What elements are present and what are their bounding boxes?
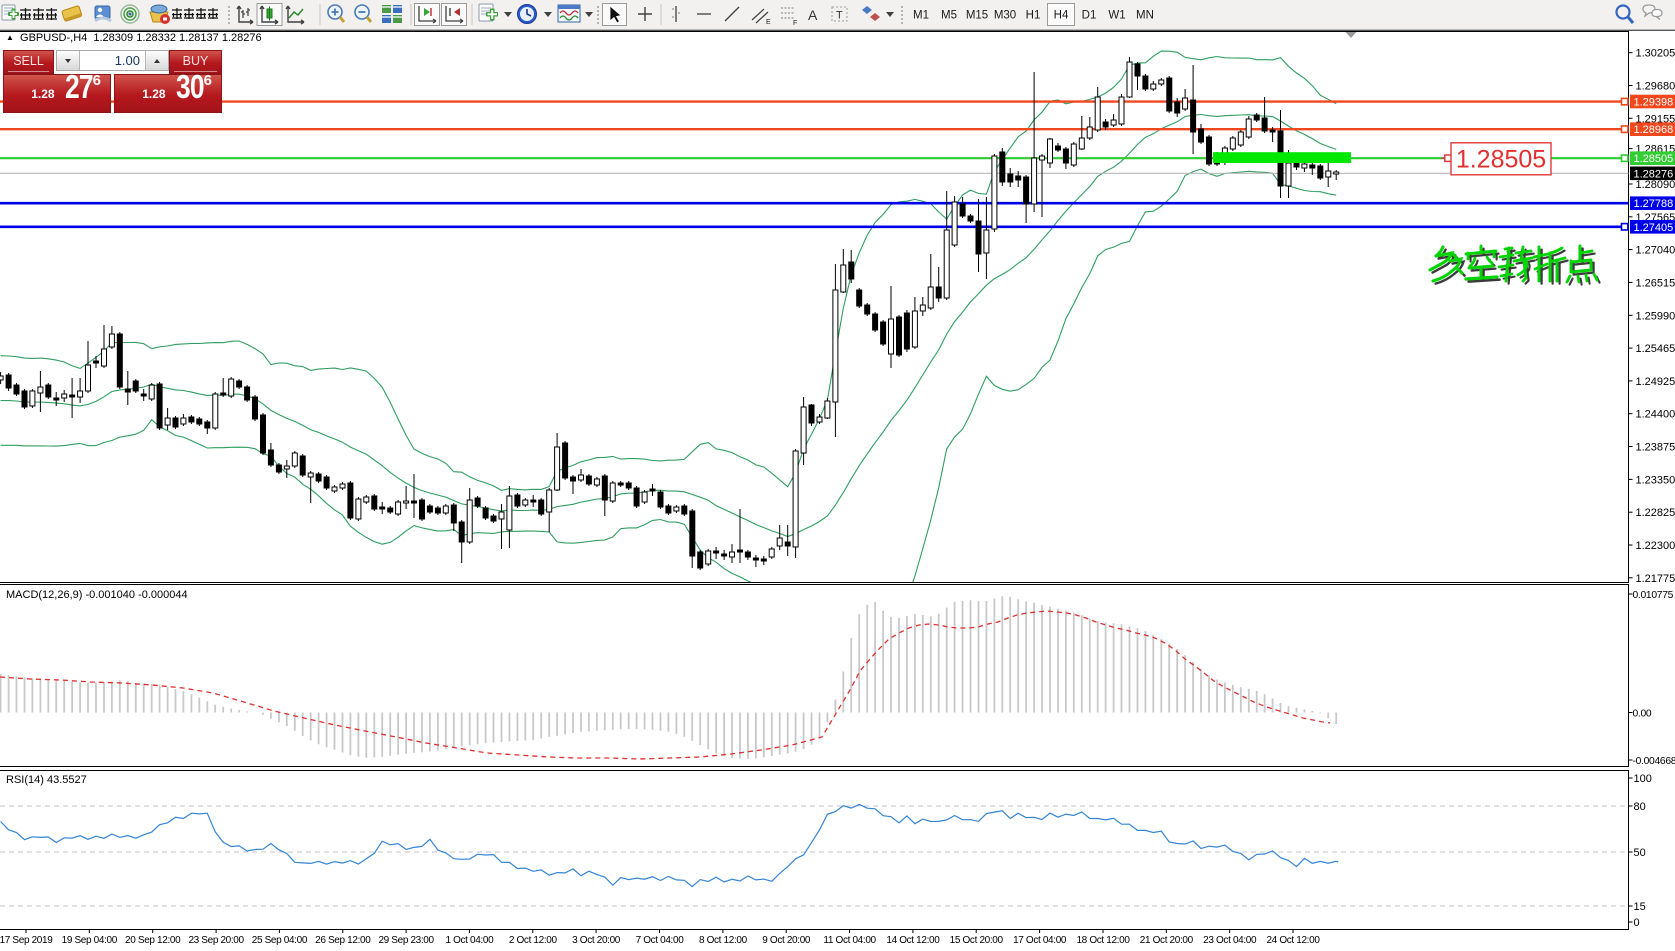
svg-text:1.28505: 1.28505 <box>1634 153 1674 165</box>
svg-text:80: 80 <box>1634 801 1646 813</box>
svg-text:1.24400: 1.24400 <box>1636 409 1675 421</box>
svg-text:29 Sep 23:00: 29 Sep 23:00 <box>378 935 434 946</box>
svg-text:1.30205: 1.30205 <box>1636 48 1675 60</box>
svg-text:1.21775: 1.21775 <box>1636 573 1675 585</box>
svg-text:14 Oct 12:00: 14 Oct 12:00 <box>886 935 940 946</box>
svg-text:17 Sep 2019: 17 Sep 2019 <box>0 935 53 946</box>
svg-text:A: A <box>808 7 818 23</box>
svg-text:RSI(14) 43.5527: RSI(14) 43.5527 <box>6 774 87 786</box>
svg-text:D1: D1 <box>1082 10 1097 22</box>
svg-text:E: E <box>766 19 771 26</box>
svg-text:MACD(12,26,9) -0.001040 -0.000: MACD(12,26,9) -0.001040 -0.000044 <box>6 589 188 601</box>
svg-text:50: 50 <box>1634 847 1646 859</box>
svg-text:1.29398: 1.29398 <box>1634 97 1674 109</box>
svg-text:17 Oct 04:00: 17 Oct 04:00 <box>1013 935 1067 946</box>
svg-text:23 Oct 04:00: 23 Oct 04:00 <box>1203 935 1257 946</box>
svg-text:1.23875: 1.23875 <box>1636 442 1675 454</box>
svg-text:-0.004668: -0.004668 <box>1633 756 1675 767</box>
svg-text:T: T <box>836 10 843 22</box>
svg-text:1.29680: 1.29680 <box>1636 81 1675 93</box>
svg-text:H4: H4 <box>1054 10 1069 22</box>
svg-text:26 Sep 12:00: 26 Sep 12:00 <box>315 935 371 946</box>
svg-text:1.28276: 1.28276 <box>1634 168 1674 180</box>
svg-text:1.22300: 1.22300 <box>1636 540 1675 552</box>
svg-text:3 Oct 20:00: 3 Oct 20:00 <box>572 935 621 946</box>
svg-text:25 Sep 04:00: 25 Sep 04:00 <box>252 935 308 946</box>
svg-text:F: F <box>793 20 797 27</box>
svg-text:1.29155: 1.29155 <box>1636 113 1675 125</box>
svg-text:1.25990: 1.25990 <box>1636 310 1675 322</box>
svg-text:MN: MN <box>1136 10 1154 22</box>
svg-text:0.010775: 0.010775 <box>1633 590 1674 601</box>
svg-text:M1: M1 <box>913 10 929 22</box>
svg-text:2 Oct 12:00: 2 Oct 12:00 <box>509 935 558 946</box>
svg-text:1.22825: 1.22825 <box>1636 507 1675 519</box>
svg-text:1.28968: 1.28968 <box>1634 124 1674 136</box>
svg-text:1.28505: 1.28505 <box>1456 146 1546 174</box>
svg-text:100: 100 <box>1634 773 1652 785</box>
svg-text:M15: M15 <box>966 10 988 22</box>
svg-text:1.27405: 1.27405 <box>1634 222 1674 234</box>
svg-text:H1: H1 <box>1026 10 1041 22</box>
svg-text:1.28090: 1.28090 <box>1636 179 1675 191</box>
svg-text:0.00: 0.00 <box>1633 709 1652 720</box>
svg-text:18 Oct 12:00: 18 Oct 12:00 <box>1076 935 1130 946</box>
svg-text:11 Oct 04:00: 11 Oct 04:00 <box>823 935 876 946</box>
svg-text:1.27788: 1.27788 <box>1634 198 1674 210</box>
svg-text:M30: M30 <box>994 10 1016 22</box>
svg-text:8 Oct 12:00: 8 Oct 12:00 <box>699 935 748 946</box>
svg-text:1.24925: 1.24925 <box>1636 376 1675 388</box>
svg-text:15: 15 <box>1634 901 1646 913</box>
svg-text:1 Oct 04:00: 1 Oct 04:00 <box>445 935 494 946</box>
svg-text:1.26515: 1.26515 <box>1636 277 1675 289</box>
svg-text:15 Oct 20:00: 15 Oct 20:00 <box>950 935 1004 946</box>
svg-text:1.27040: 1.27040 <box>1636 245 1675 257</box>
svg-text:W1: W1 <box>1108 10 1125 22</box>
svg-text:9 Oct 20:00: 9 Oct 20:00 <box>762 935 811 946</box>
svg-text:0: 0 <box>1634 917 1640 929</box>
svg-text:23 Sep 20:00: 23 Sep 20:00 <box>188 935 244 946</box>
svg-text:7 Oct 04:00: 7 Oct 04:00 <box>636 935 685 946</box>
svg-text:24 Oct 12:00: 24 Oct 12:00 <box>1266 935 1320 946</box>
svg-text:19 Sep 04:00: 19 Sep 04:00 <box>62 935 118 946</box>
svg-text:M5: M5 <box>941 10 957 22</box>
svg-text:21 Oct 20:00: 21 Oct 20:00 <box>1140 935 1194 946</box>
svg-text:1.23350: 1.23350 <box>1636 474 1675 486</box>
svg-text:1.25465: 1.25465 <box>1636 343 1675 355</box>
svg-text:20 Sep 12:00: 20 Sep 12:00 <box>125 935 181 946</box>
